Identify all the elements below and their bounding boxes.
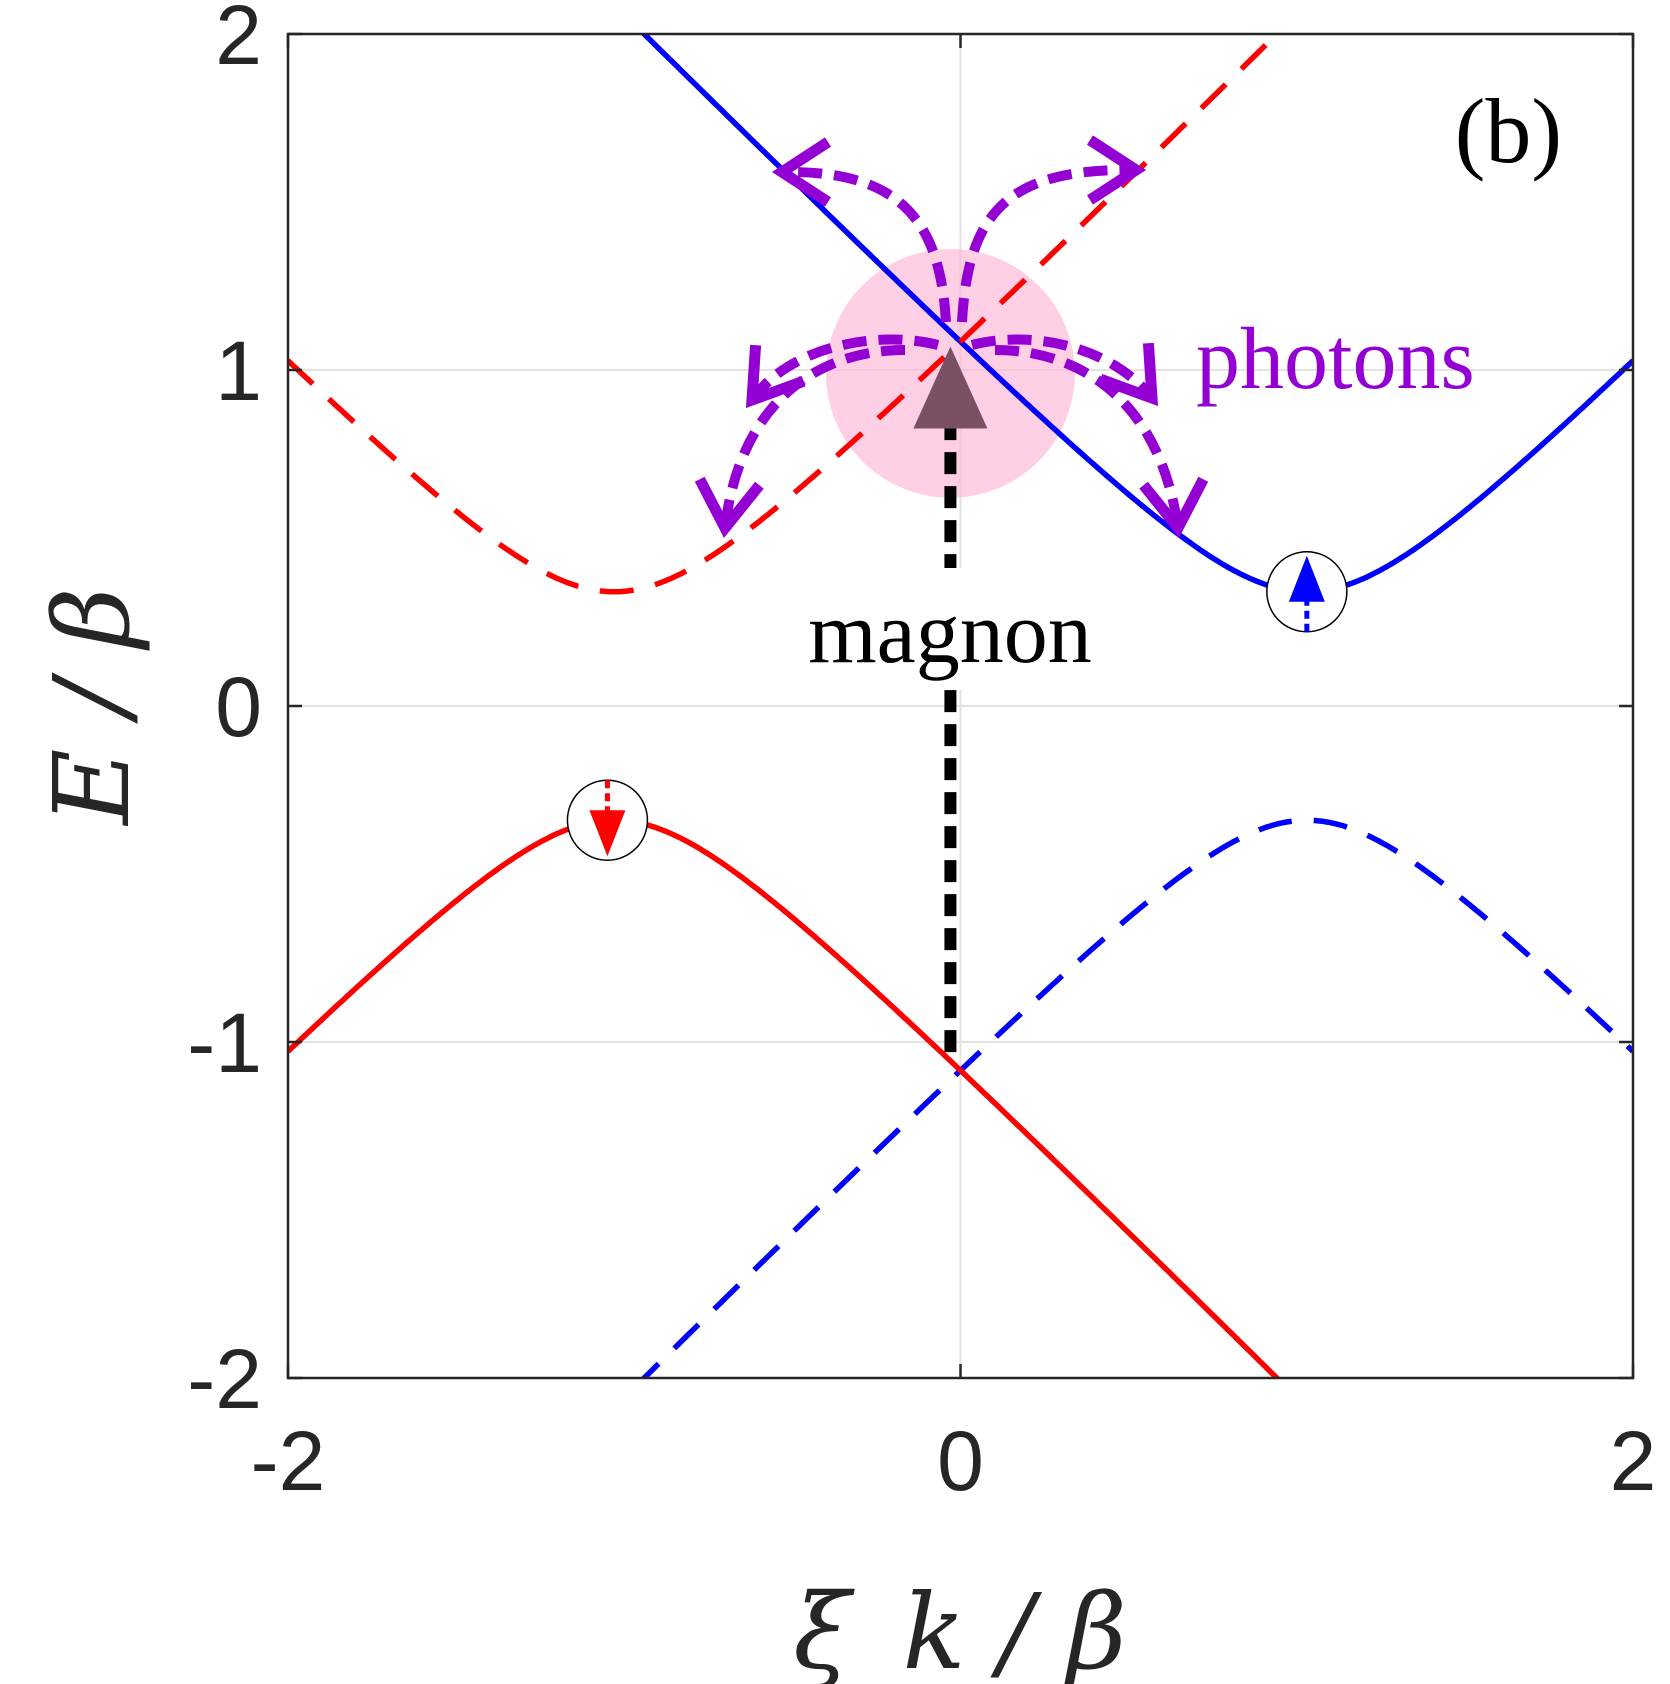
spin-up-marker-head: [1288, 555, 1325, 602]
photon-arrow-3: [747, 334, 940, 403]
photon-arrow-head-6: [1139, 476, 1209, 539]
x-tick-label: 0: [937, 1414, 984, 1508]
y-tick-label: 2: [215, 0, 262, 82]
x-tick-label: -2: [251, 1414, 326, 1508]
photon-arrow-2: [957, 164, 1137, 323]
y-tick-label: 1: [215, 324, 262, 418]
magnon-label: magnon: [808, 585, 1092, 682]
photon-arrow-head-5: [694, 476, 764, 539]
photon-arrow-6: [994, 345, 1183, 529]
photon-arrow-5: [720, 345, 906, 529]
panel-label: (b): [1455, 80, 1562, 182]
photon-arrow-1: [781, 166, 951, 323]
y-tick-label: -2: [187, 1332, 262, 1426]
y-tick-label: -1: [187, 996, 262, 1090]
magnon-arrow-head: [913, 346, 988, 429]
photon-arrow-4: [970, 334, 1156, 402]
x-tick-label: 2: [1610, 1414, 1657, 1508]
tick-marks: [286, 32, 1635, 1380]
curve-blue-dashed: [640, 817, 1633, 1378]
spin-down-marker-head: [589, 810, 626, 857]
photon-arrow-head-2: [1086, 135, 1147, 205]
curve-red-solid: [288, 817, 1281, 1378]
photon-arrow-head-4: [1098, 342, 1159, 407]
x-axis-title: ξ_k / β: [793, 1571, 1127, 1684]
photon-arrow-head-1: [771, 137, 832, 207]
y-axis-title: E / β: [31, 587, 153, 826]
y-tick-label: 0: [215, 660, 262, 754]
magnon-label-background: [760, 568, 1120, 690]
photons-label: photons: [1196, 311, 1475, 408]
